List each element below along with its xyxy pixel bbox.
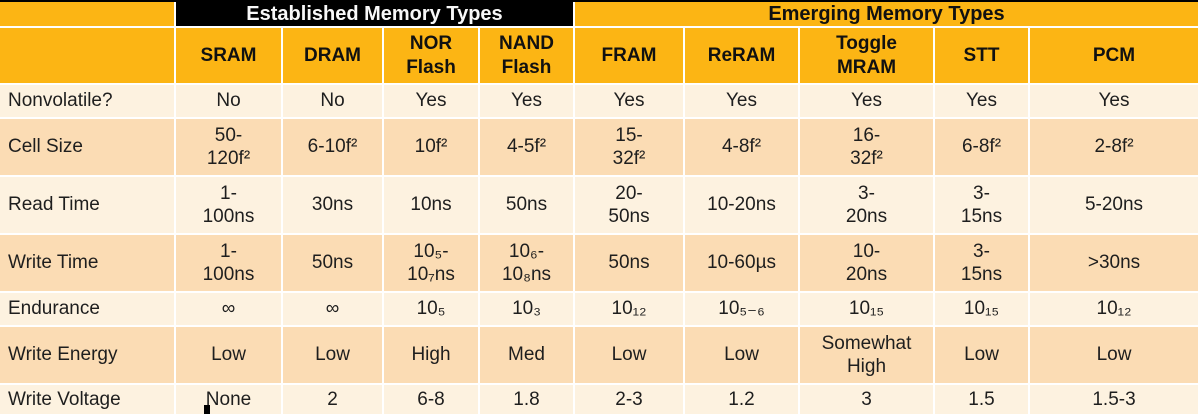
table-cell: 10₁₂ [575,293,683,325]
table-cell: 50ns [575,235,683,291]
table-cell: Low [283,327,382,383]
table-cell: High [384,327,478,383]
row-label-read-time: Read Time [0,177,174,233]
table-cell: 10₅₋₆ [685,293,798,325]
table-cell: Yes [480,85,573,117]
table-cell: 10₁₂ [1030,293,1198,325]
table-cell: Somewhat High [800,327,933,383]
table-cell: 5-20ns [1030,177,1198,233]
column-header-dram: DRAM [283,28,382,83]
table-cell: 1- 100ns [176,235,281,291]
table-cell: 4-5f² [480,119,573,175]
row-label-nonvolatile: Nonvolatile? [0,85,174,117]
table-cell: 10- 20ns [800,235,933,291]
table-cell: 6-8f² [935,119,1028,175]
table-cell: 10-60µs [685,235,798,291]
group-header-emerging: Emerging Memory Types [575,2,1198,26]
table-cell: No [283,85,382,117]
table-cell: 10₆- 10₈ns [480,235,573,291]
column-header-stt: STT [935,28,1028,83]
table-cell: 2-8f² [1030,119,1198,175]
table-cell: 1.5 [935,385,1028,414]
table-cell: 10₁₅ [935,293,1028,325]
row-label-cell-size: Cell Size [0,119,174,175]
table-cell: No [176,85,281,117]
table-cell: 15- 32f² [575,119,683,175]
column-header-nor-flash: NOR Flash [384,28,478,83]
table-cell: 50- 120f² [176,119,281,175]
table-cell: Low [1030,327,1198,383]
table-cell: 6-10f² [283,119,382,175]
corner-spacer-top [0,2,174,26]
table-cell: 10f² [384,119,478,175]
table-cell: 6-8 [384,385,478,414]
column-header-reram: ReRAM [685,28,798,83]
table-cell: Yes [800,85,933,117]
column-header-pcm: PCM [1030,28,1198,83]
column-header-nand-flash: NAND Flash [480,28,573,83]
table-cell: Yes [935,85,1028,117]
text-cursor-artifact [204,405,210,414]
table-cell: Med [480,327,573,383]
table-cell: 2-3 [575,385,683,414]
table-cell: 20- 50ns [575,177,683,233]
table-cell: 10-20ns [685,177,798,233]
table-cell: 10₅- 10₇ns [384,235,478,291]
row-label-write-time: Write Time [0,235,174,291]
table-cell: >30ns [1030,235,1198,291]
table-cell: Low [575,327,683,383]
table-cell: 10₁₅ [800,293,933,325]
table-cell: 1.2 [685,385,798,414]
table-cell: Yes [384,85,478,117]
table-cell: 4-8f² [685,119,798,175]
table-cell: 3- 20ns [800,177,933,233]
corner-spacer-header [0,28,174,83]
group-header-established: Established Memory Types [176,2,573,26]
table-cell: 3- 15ns [935,235,1028,291]
column-header-sram: SRAM [176,28,281,83]
table-cell: ∞ [176,293,281,325]
table-cell: 50ns [480,177,573,233]
table-cell: 10₃ [480,293,573,325]
row-label-write-voltage: Write Voltage [0,385,174,414]
column-header-toggle-mram: Toggle MRAM [800,28,933,83]
row-label-endurance: Endurance [0,293,174,325]
table-cell: 1.8 [480,385,573,414]
table-cell: 1.5-3 [1030,385,1198,414]
table-cell: Yes [575,85,683,117]
table-cell: ∞ [283,293,382,325]
table-cell: 10ns [384,177,478,233]
table-cell: Low [685,327,798,383]
table-cell: 50ns [283,235,382,291]
column-header-fram: FRAM [575,28,683,83]
table-cell: Low [176,327,281,383]
row-label-write-energy: Write Energy [0,327,174,383]
table-cell: Yes [685,85,798,117]
table-cell: None [176,385,281,414]
table-cell: Yes [1030,85,1198,117]
table-cell: 3 [800,385,933,414]
table-cell: 2 [283,385,382,414]
table-cell: 10₅ [384,293,478,325]
table-cell: 30ns [283,177,382,233]
table-cell: 3- 15ns [935,177,1028,233]
table-cell: 16- 32f² [800,119,933,175]
table-cell: Low [935,327,1028,383]
table-cell: 1- 100ns [176,177,281,233]
